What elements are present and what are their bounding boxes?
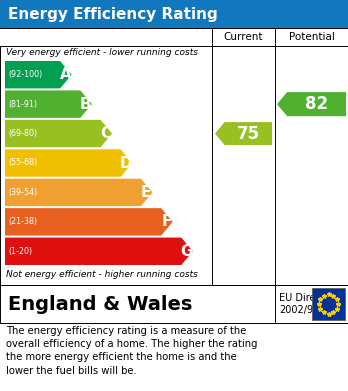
Text: 75: 75 (237, 125, 260, 143)
Text: Potential: Potential (288, 32, 334, 42)
Text: England & Wales: England & Wales (8, 294, 192, 314)
Polygon shape (215, 122, 272, 145)
Text: A: A (60, 67, 71, 82)
Text: (1-20): (1-20) (8, 247, 32, 256)
Bar (0, 28, 348, 46)
Text: Very energy efficient - lower running costs: Very energy efficient - lower running co… (6, 48, 198, 57)
Polygon shape (5, 208, 173, 235)
Bar (0, 0, 348, 28)
Polygon shape (277, 92, 346, 116)
Polygon shape (5, 120, 112, 147)
Text: (81-91): (81-91) (8, 100, 37, 109)
Text: EU Directive
2002/91/EC: EU Directive 2002/91/EC (279, 293, 339, 315)
Text: G: G (180, 244, 193, 259)
Bar (0, 285, 348, 323)
Text: (55-68): (55-68) (8, 158, 37, 167)
Text: E: E (141, 185, 151, 200)
Polygon shape (5, 90, 92, 118)
Text: Current: Current (224, 32, 263, 42)
Text: (69-80): (69-80) (8, 129, 37, 138)
Text: Not energy efficient - higher running costs: Not energy efficient - higher running co… (6, 270, 198, 279)
Polygon shape (5, 61, 72, 88)
Text: (92-100): (92-100) (8, 70, 42, 79)
Bar (0, 28, 348, 285)
Bar (312, 288, 345, 320)
Polygon shape (5, 179, 152, 206)
Polygon shape (5, 238, 193, 265)
Text: Energy Efficiency Rating: Energy Efficiency Rating (8, 7, 218, 22)
Text: (39-54): (39-54) (8, 188, 37, 197)
Text: (21-38): (21-38) (8, 217, 37, 226)
Text: The energy efficiency rating is a measure of the
overall efficiency of a home. T: The energy efficiency rating is a measur… (6, 326, 258, 376)
Text: F: F (161, 214, 172, 230)
Polygon shape (5, 149, 132, 177)
Text: D: D (120, 156, 132, 170)
Text: C: C (100, 126, 111, 141)
Text: B: B (80, 97, 91, 112)
Text: 82: 82 (305, 95, 328, 113)
